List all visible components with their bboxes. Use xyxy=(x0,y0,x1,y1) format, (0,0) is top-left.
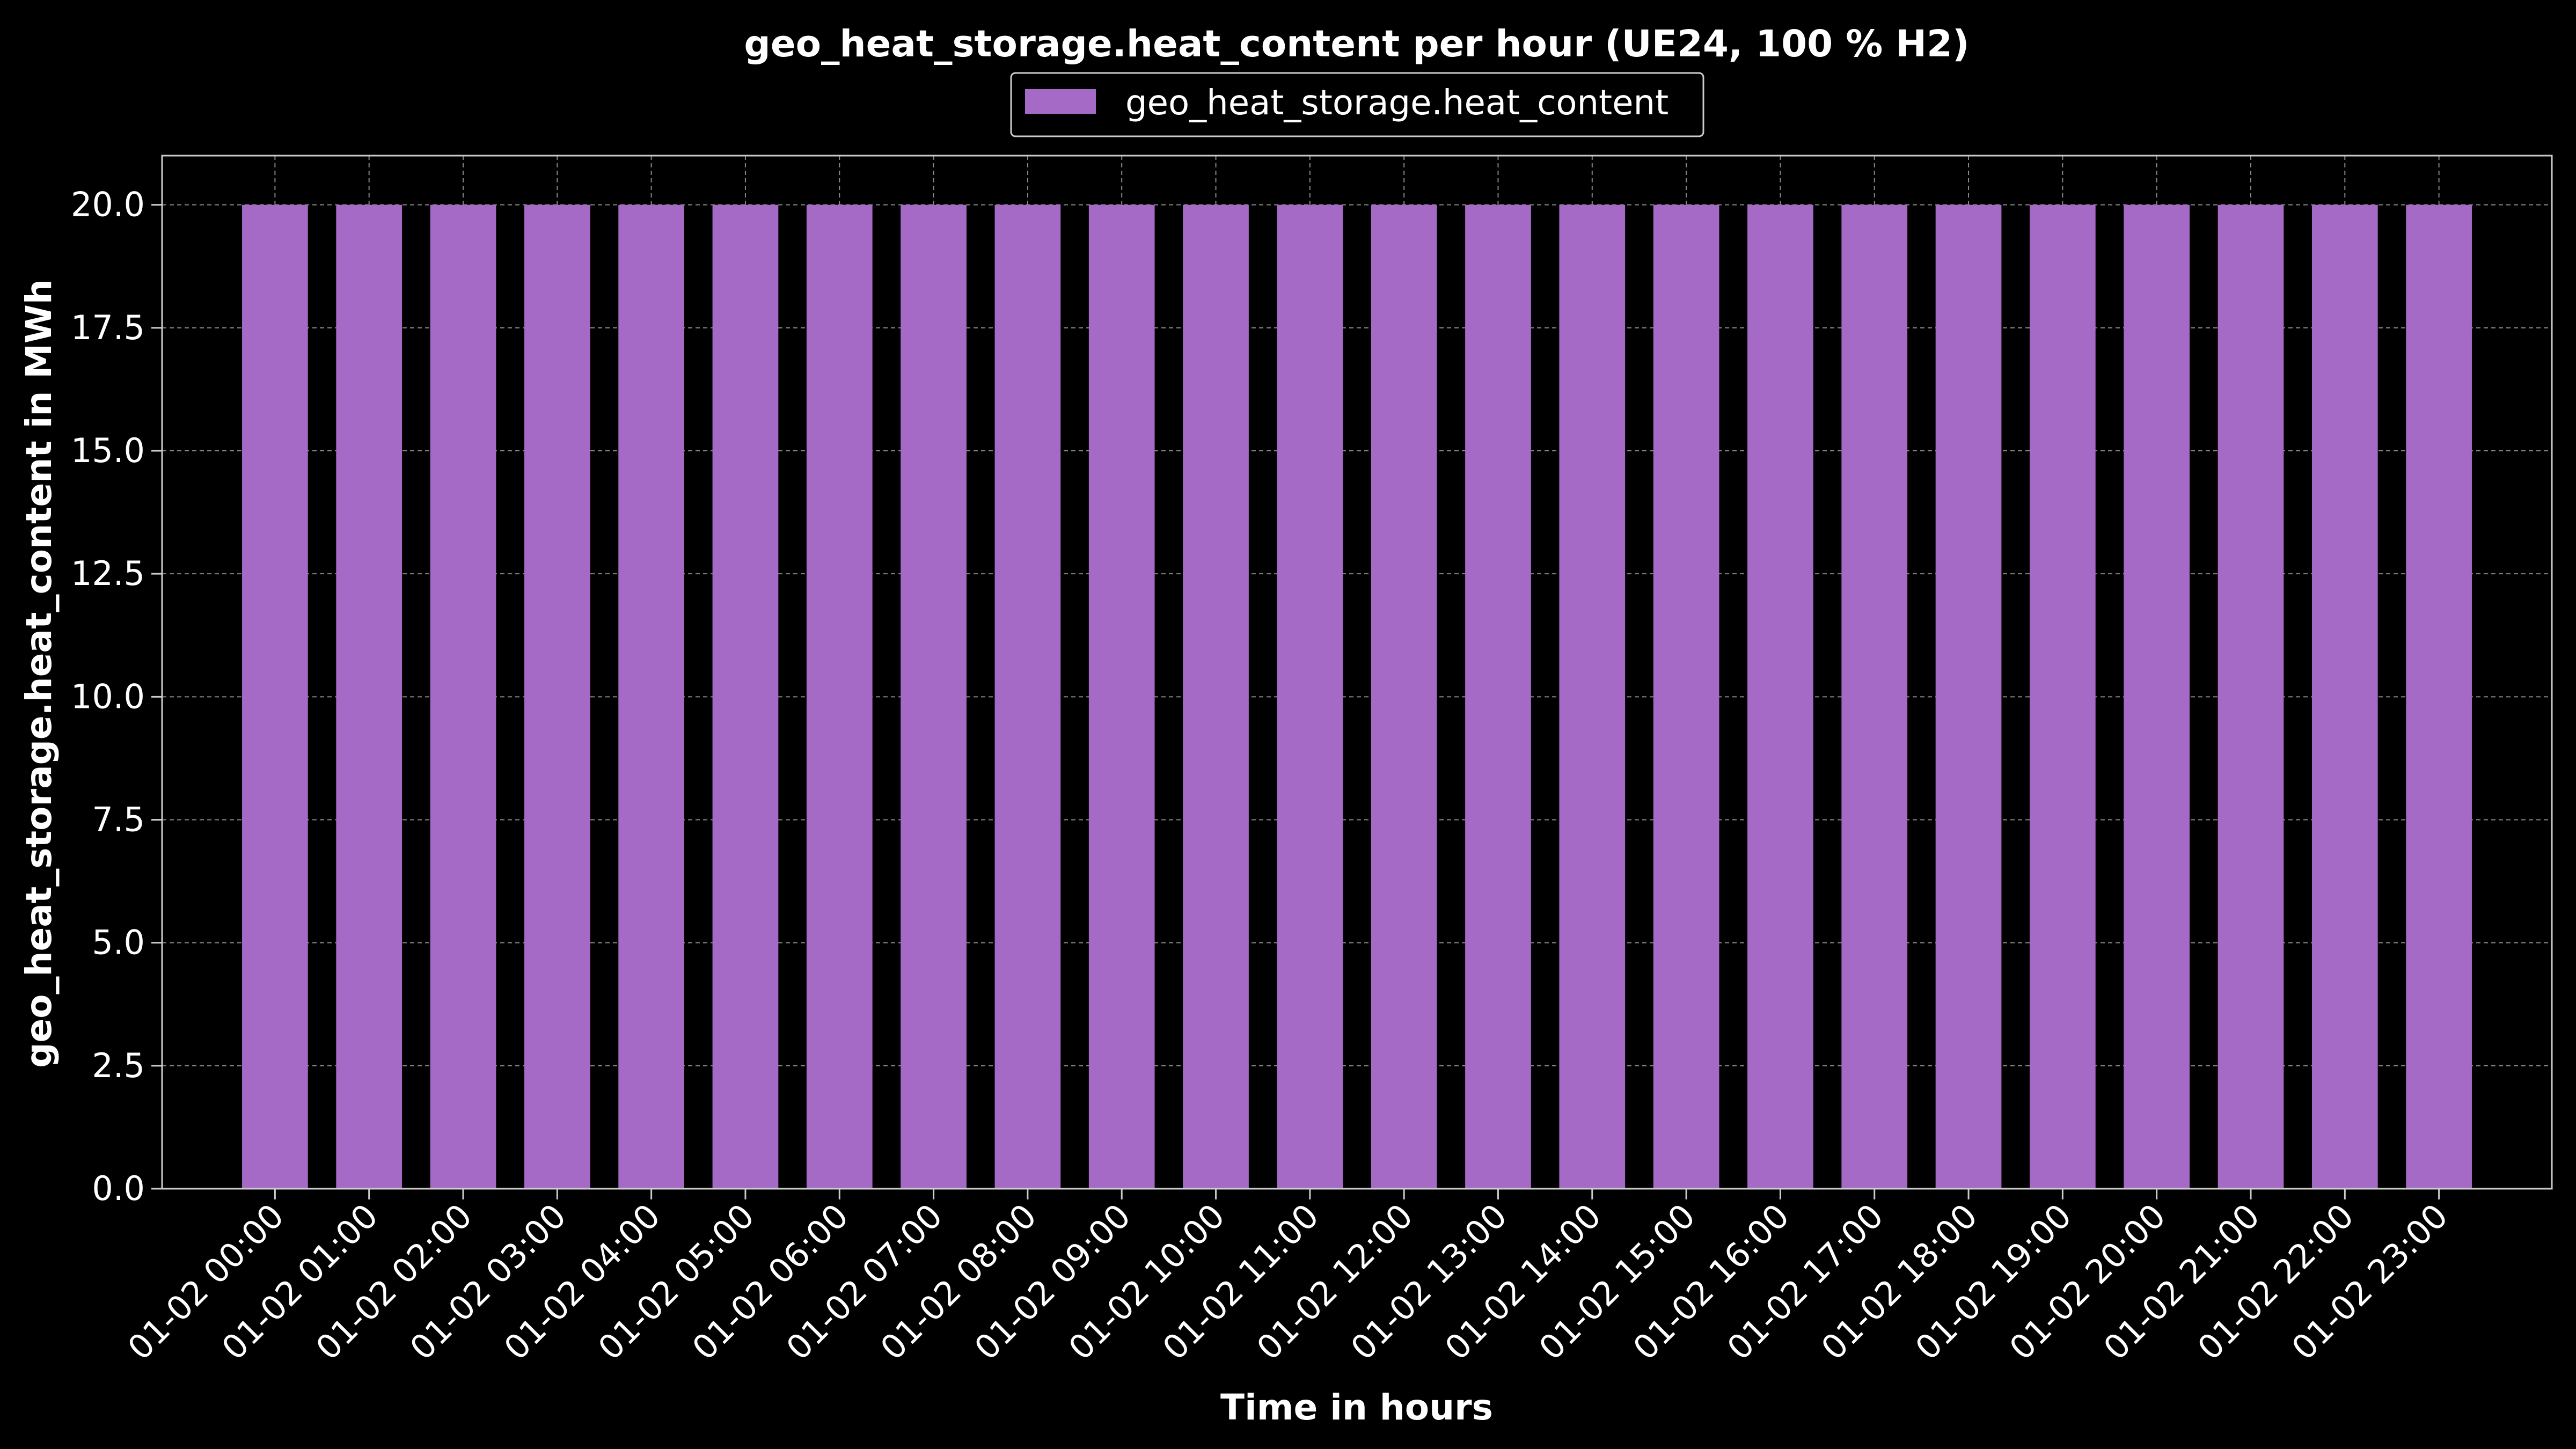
bar xyxy=(618,204,684,1189)
y-tick-label: 2.5 xyxy=(92,1046,145,1085)
y-tick-label: 5.0 xyxy=(92,923,145,962)
bar xyxy=(1841,204,1908,1189)
x-axis-label: Time in hours xyxy=(1220,1387,1493,1428)
y-tick-label: 0.0 xyxy=(92,1169,145,1208)
bar xyxy=(2406,204,2472,1189)
bar xyxy=(1747,204,1813,1189)
bar xyxy=(524,204,590,1189)
legend-frame xyxy=(1010,72,1704,137)
legend-swatch xyxy=(1025,89,1096,114)
bar xyxy=(1935,204,2002,1189)
chart-title: geo_heat_storage.heat_content per hour (… xyxy=(744,23,1969,65)
y-tick-label: 7.5 xyxy=(92,800,145,839)
bar xyxy=(2030,204,2096,1189)
bar xyxy=(1371,204,1437,1189)
bar xyxy=(1088,204,1155,1189)
bar xyxy=(901,204,967,1189)
y-tick-label: 20.0 xyxy=(71,185,145,224)
bar xyxy=(1559,204,1626,1189)
y-axis-label: geo_heat_storage.heat_content in MWh xyxy=(18,279,60,1068)
y-axis-ticks: 0.0 2.5 5.0 7.5 10.0 12.5 15.0 17.5 20.0 xyxy=(71,185,162,1208)
bar xyxy=(1653,204,1719,1189)
bars xyxy=(242,204,2472,1189)
bar xyxy=(2218,204,2284,1189)
bar xyxy=(2311,204,2378,1189)
bar xyxy=(806,204,873,1189)
plot-frame xyxy=(161,155,2553,1190)
bar xyxy=(2124,204,2190,1189)
bar xyxy=(1465,204,1531,1189)
bar xyxy=(712,204,779,1189)
bar xyxy=(994,204,1061,1189)
bar xyxy=(336,204,402,1189)
bar xyxy=(430,204,496,1189)
y-tick-label: 15.0 xyxy=(71,431,145,470)
legend: geo_heat_storage.heat_content xyxy=(1010,72,1704,137)
bar xyxy=(1277,204,1343,1189)
y-tick-label: 12.5 xyxy=(71,554,145,593)
legend-label: geo_heat_storage.heat_content xyxy=(1125,83,1668,123)
bar xyxy=(1183,204,1249,1189)
bar xyxy=(242,204,308,1189)
y-tick-label: 10.0 xyxy=(71,677,145,716)
y-tick-label: 17.5 xyxy=(71,308,145,347)
